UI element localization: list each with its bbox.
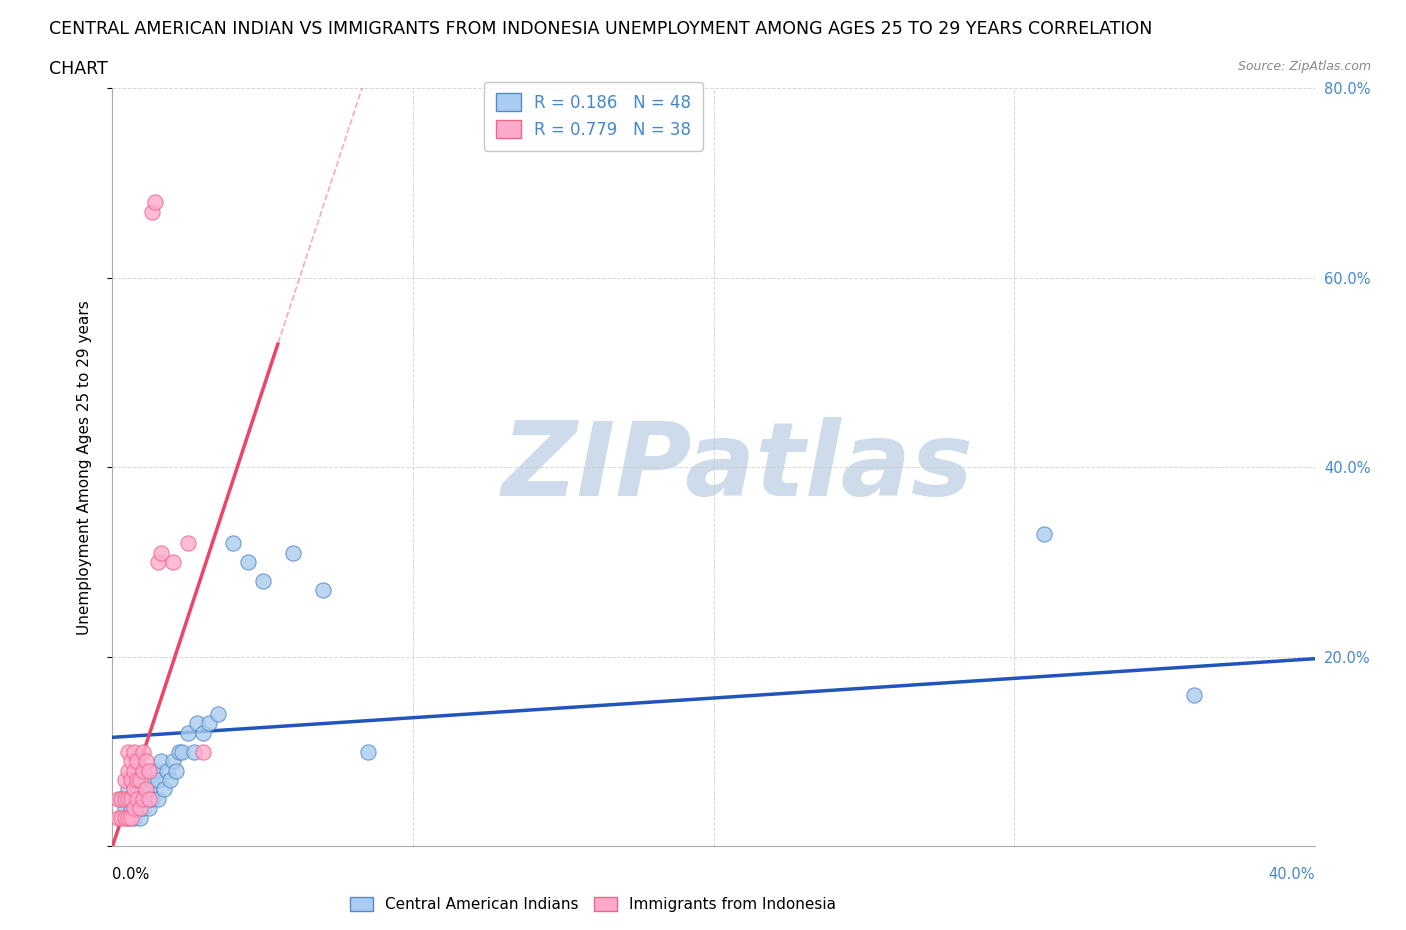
Point [120, 791, 142, 806]
Point [1033, 526, 1056, 541]
Point [183, 744, 205, 759]
Point [176, 536, 198, 551]
Point [114, 791, 136, 806]
Point [162, 753, 184, 768]
Point [162, 554, 184, 569]
Point [222, 536, 245, 551]
Point [170, 744, 193, 759]
Point [155, 763, 177, 777]
Point [117, 782, 139, 797]
Point [110, 791, 132, 806]
Point [252, 574, 274, 589]
Point [312, 583, 335, 598]
Text: CENTRAL AMERICAN INDIAN VS IMMIGRANTS FROM INDONESIA UNEMPLOYMENT AMONG AGES 25 : CENTRAL AMERICAN INDIAN VS IMMIGRANTS FR… [49, 20, 1153, 38]
Point [191, 725, 214, 740]
Point [131, 782, 153, 797]
Point [122, 782, 145, 797]
Point [138, 791, 160, 806]
Point [114, 773, 136, 788]
Point [128, 810, 150, 825]
Point [122, 773, 145, 788]
Point [143, 763, 166, 777]
Point [159, 773, 181, 788]
Point [131, 744, 153, 759]
Y-axis label: Unemployment Among Ages 25 to 29 years: Unemployment Among Ages 25 to 29 years [77, 300, 91, 634]
Point [138, 801, 160, 816]
Point [125, 773, 148, 788]
Point [146, 773, 169, 788]
Point [149, 753, 172, 768]
Point [141, 204, 163, 219]
Point [122, 791, 145, 806]
Point [125, 801, 148, 816]
Point [135, 773, 157, 788]
Point [128, 791, 150, 806]
Point [143, 194, 166, 209]
Point [128, 801, 150, 816]
Point [125, 791, 148, 806]
Point [1184, 687, 1206, 702]
Point [125, 753, 148, 768]
Point [135, 782, 157, 797]
Point [135, 791, 157, 806]
Text: 0.0%: 0.0% [112, 867, 149, 882]
Point [281, 545, 304, 560]
Point [135, 753, 157, 768]
Point [122, 763, 145, 777]
Point [186, 716, 208, 731]
Point [236, 554, 259, 569]
Point [146, 791, 169, 806]
Text: ZIPatlas: ZIPatlas [502, 417, 973, 518]
Point [120, 773, 142, 788]
Point [117, 763, 139, 777]
Legend: Central American Indians, Immigrants from Indonesia: Central American Indians, Immigrants fro… [344, 891, 842, 918]
Point [107, 810, 129, 825]
Point [167, 744, 190, 759]
Point [176, 725, 198, 740]
Point [117, 791, 139, 806]
Point [114, 810, 136, 825]
Point [131, 763, 153, 777]
Point [152, 782, 174, 797]
Point [131, 801, 153, 816]
Point [149, 545, 172, 560]
Point [207, 706, 229, 721]
Point [138, 763, 160, 777]
Text: CHART: CHART [49, 60, 108, 78]
Point [110, 791, 132, 806]
Point [131, 791, 153, 806]
Point [128, 773, 150, 788]
Point [107, 791, 129, 806]
Point [122, 801, 145, 816]
Point [122, 810, 145, 825]
Text: 40.0%: 40.0% [1268, 867, 1315, 882]
Point [114, 801, 136, 816]
Point [357, 744, 380, 759]
Point [146, 554, 169, 569]
Point [191, 744, 214, 759]
Point [110, 810, 132, 825]
Point [120, 801, 142, 816]
Point [141, 773, 163, 788]
Point [125, 782, 148, 797]
Text: Source: ZipAtlas.com: Source: ZipAtlas.com [1237, 60, 1371, 73]
Point [141, 791, 163, 806]
Point [120, 810, 142, 825]
Point [120, 753, 142, 768]
Point [122, 744, 145, 759]
Point [120, 791, 142, 806]
Point [197, 716, 219, 731]
Point [131, 763, 153, 777]
Point [117, 810, 139, 825]
Point [117, 810, 139, 825]
Point [117, 744, 139, 759]
Point [125, 763, 148, 777]
Point [165, 763, 187, 777]
Point [138, 782, 160, 797]
